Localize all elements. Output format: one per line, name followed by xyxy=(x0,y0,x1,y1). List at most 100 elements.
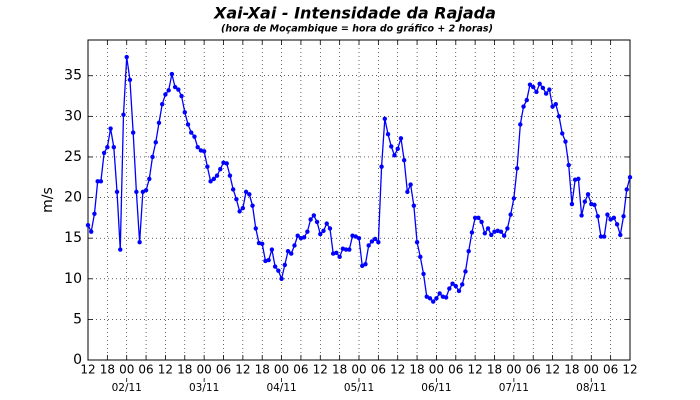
date-label: 08/11 xyxy=(576,382,606,394)
data-point xyxy=(437,291,442,296)
data-point xyxy=(379,164,384,169)
data-point xyxy=(508,212,513,217)
data-point xyxy=(418,254,423,260)
data-point xyxy=(618,232,623,238)
data-point xyxy=(243,189,249,195)
data-point xyxy=(114,189,120,195)
data-point xyxy=(105,145,110,150)
y-tick-label: 30 xyxy=(64,108,82,124)
data-point xyxy=(89,229,94,234)
data-point xyxy=(266,257,271,263)
data-point xyxy=(366,243,371,248)
x-tick-label: 12 xyxy=(545,363,560,377)
x-tick-label: 06 xyxy=(603,363,618,377)
data-point xyxy=(147,176,152,182)
data-point xyxy=(269,247,275,252)
y-tick-label: 5 xyxy=(73,311,82,327)
data-point xyxy=(498,229,504,234)
chart-title: Xai-Xai - Intensidade da Rajada xyxy=(213,4,496,23)
data-point xyxy=(453,283,458,289)
data-point xyxy=(153,140,158,145)
data-point xyxy=(108,126,113,131)
data-point xyxy=(382,116,388,121)
x-tick-label: 18 xyxy=(409,363,424,377)
data-point xyxy=(214,173,220,178)
data-point xyxy=(624,187,629,192)
x-tick-label: 18 xyxy=(100,363,115,377)
data-point xyxy=(566,162,571,168)
x-tick-label: 00 xyxy=(274,363,289,377)
data-point xyxy=(398,136,404,141)
data-point xyxy=(543,91,549,96)
data-point xyxy=(489,232,494,238)
y-tick-label: 25 xyxy=(64,149,82,165)
x-tick-label: 00 xyxy=(351,363,366,377)
data-point xyxy=(327,226,333,231)
y-tick-label: 35 xyxy=(64,68,82,84)
x-tick-label: 06 xyxy=(448,363,463,377)
data-point xyxy=(230,187,236,192)
x-tick-label: 18 xyxy=(255,363,270,377)
data-point xyxy=(411,203,417,208)
x-tick-label: 12 xyxy=(235,363,250,377)
date-label: 02/11 xyxy=(112,382,142,394)
data-point xyxy=(392,153,397,158)
x-tick-label: 06 xyxy=(526,363,541,377)
data-point xyxy=(311,213,317,218)
data-point xyxy=(389,144,394,149)
data-point xyxy=(176,87,181,92)
x-tick-label: 18 xyxy=(177,363,192,377)
data-point xyxy=(337,254,342,260)
data-point xyxy=(163,92,168,97)
data-point xyxy=(627,175,633,180)
data-point xyxy=(253,226,258,231)
x-tick-label: 12 xyxy=(80,363,95,377)
data-point xyxy=(295,233,300,238)
data-point xyxy=(469,230,475,235)
data-point xyxy=(143,188,149,193)
data-point xyxy=(563,139,568,144)
data-point xyxy=(485,226,491,231)
data-point xyxy=(285,248,291,254)
data-point xyxy=(427,296,433,301)
data-point xyxy=(98,179,104,184)
data-point xyxy=(250,203,255,208)
x-tick-label: 18 xyxy=(487,363,502,377)
data-point xyxy=(556,114,562,119)
data-point xyxy=(405,189,410,195)
data-point xyxy=(434,296,439,301)
data-point xyxy=(534,89,539,95)
data-point xyxy=(521,104,526,109)
data-point xyxy=(376,240,381,245)
data-point xyxy=(156,120,162,126)
x-tick-label: 00 xyxy=(197,363,212,377)
data-point xyxy=(260,241,265,247)
date-label: 05/11 xyxy=(344,382,374,394)
x-tick-label: 00 xyxy=(584,363,599,377)
data-point xyxy=(385,132,391,137)
date-label: 07/11 xyxy=(499,382,529,394)
data-point xyxy=(605,212,610,217)
data-point xyxy=(124,54,129,60)
x-tick-label: 00 xyxy=(429,363,444,377)
data-point xyxy=(514,166,520,171)
data-point xyxy=(560,131,565,136)
y-axis-label: m/s xyxy=(40,187,56,213)
x-tick-label: 12 xyxy=(390,363,405,377)
data-point xyxy=(476,215,481,221)
date-label: 04/11 xyxy=(266,382,296,394)
data-point xyxy=(621,214,626,219)
data-point xyxy=(240,205,246,211)
data-point xyxy=(550,104,555,109)
data-point xyxy=(205,164,210,169)
data-point xyxy=(582,199,588,204)
data-point xyxy=(363,261,368,267)
data-point xyxy=(247,192,252,197)
data-point xyxy=(511,196,517,201)
data-point xyxy=(601,234,607,239)
data-point xyxy=(531,84,536,90)
data-point xyxy=(505,226,510,231)
data-point xyxy=(356,235,362,241)
data-point xyxy=(547,87,552,92)
